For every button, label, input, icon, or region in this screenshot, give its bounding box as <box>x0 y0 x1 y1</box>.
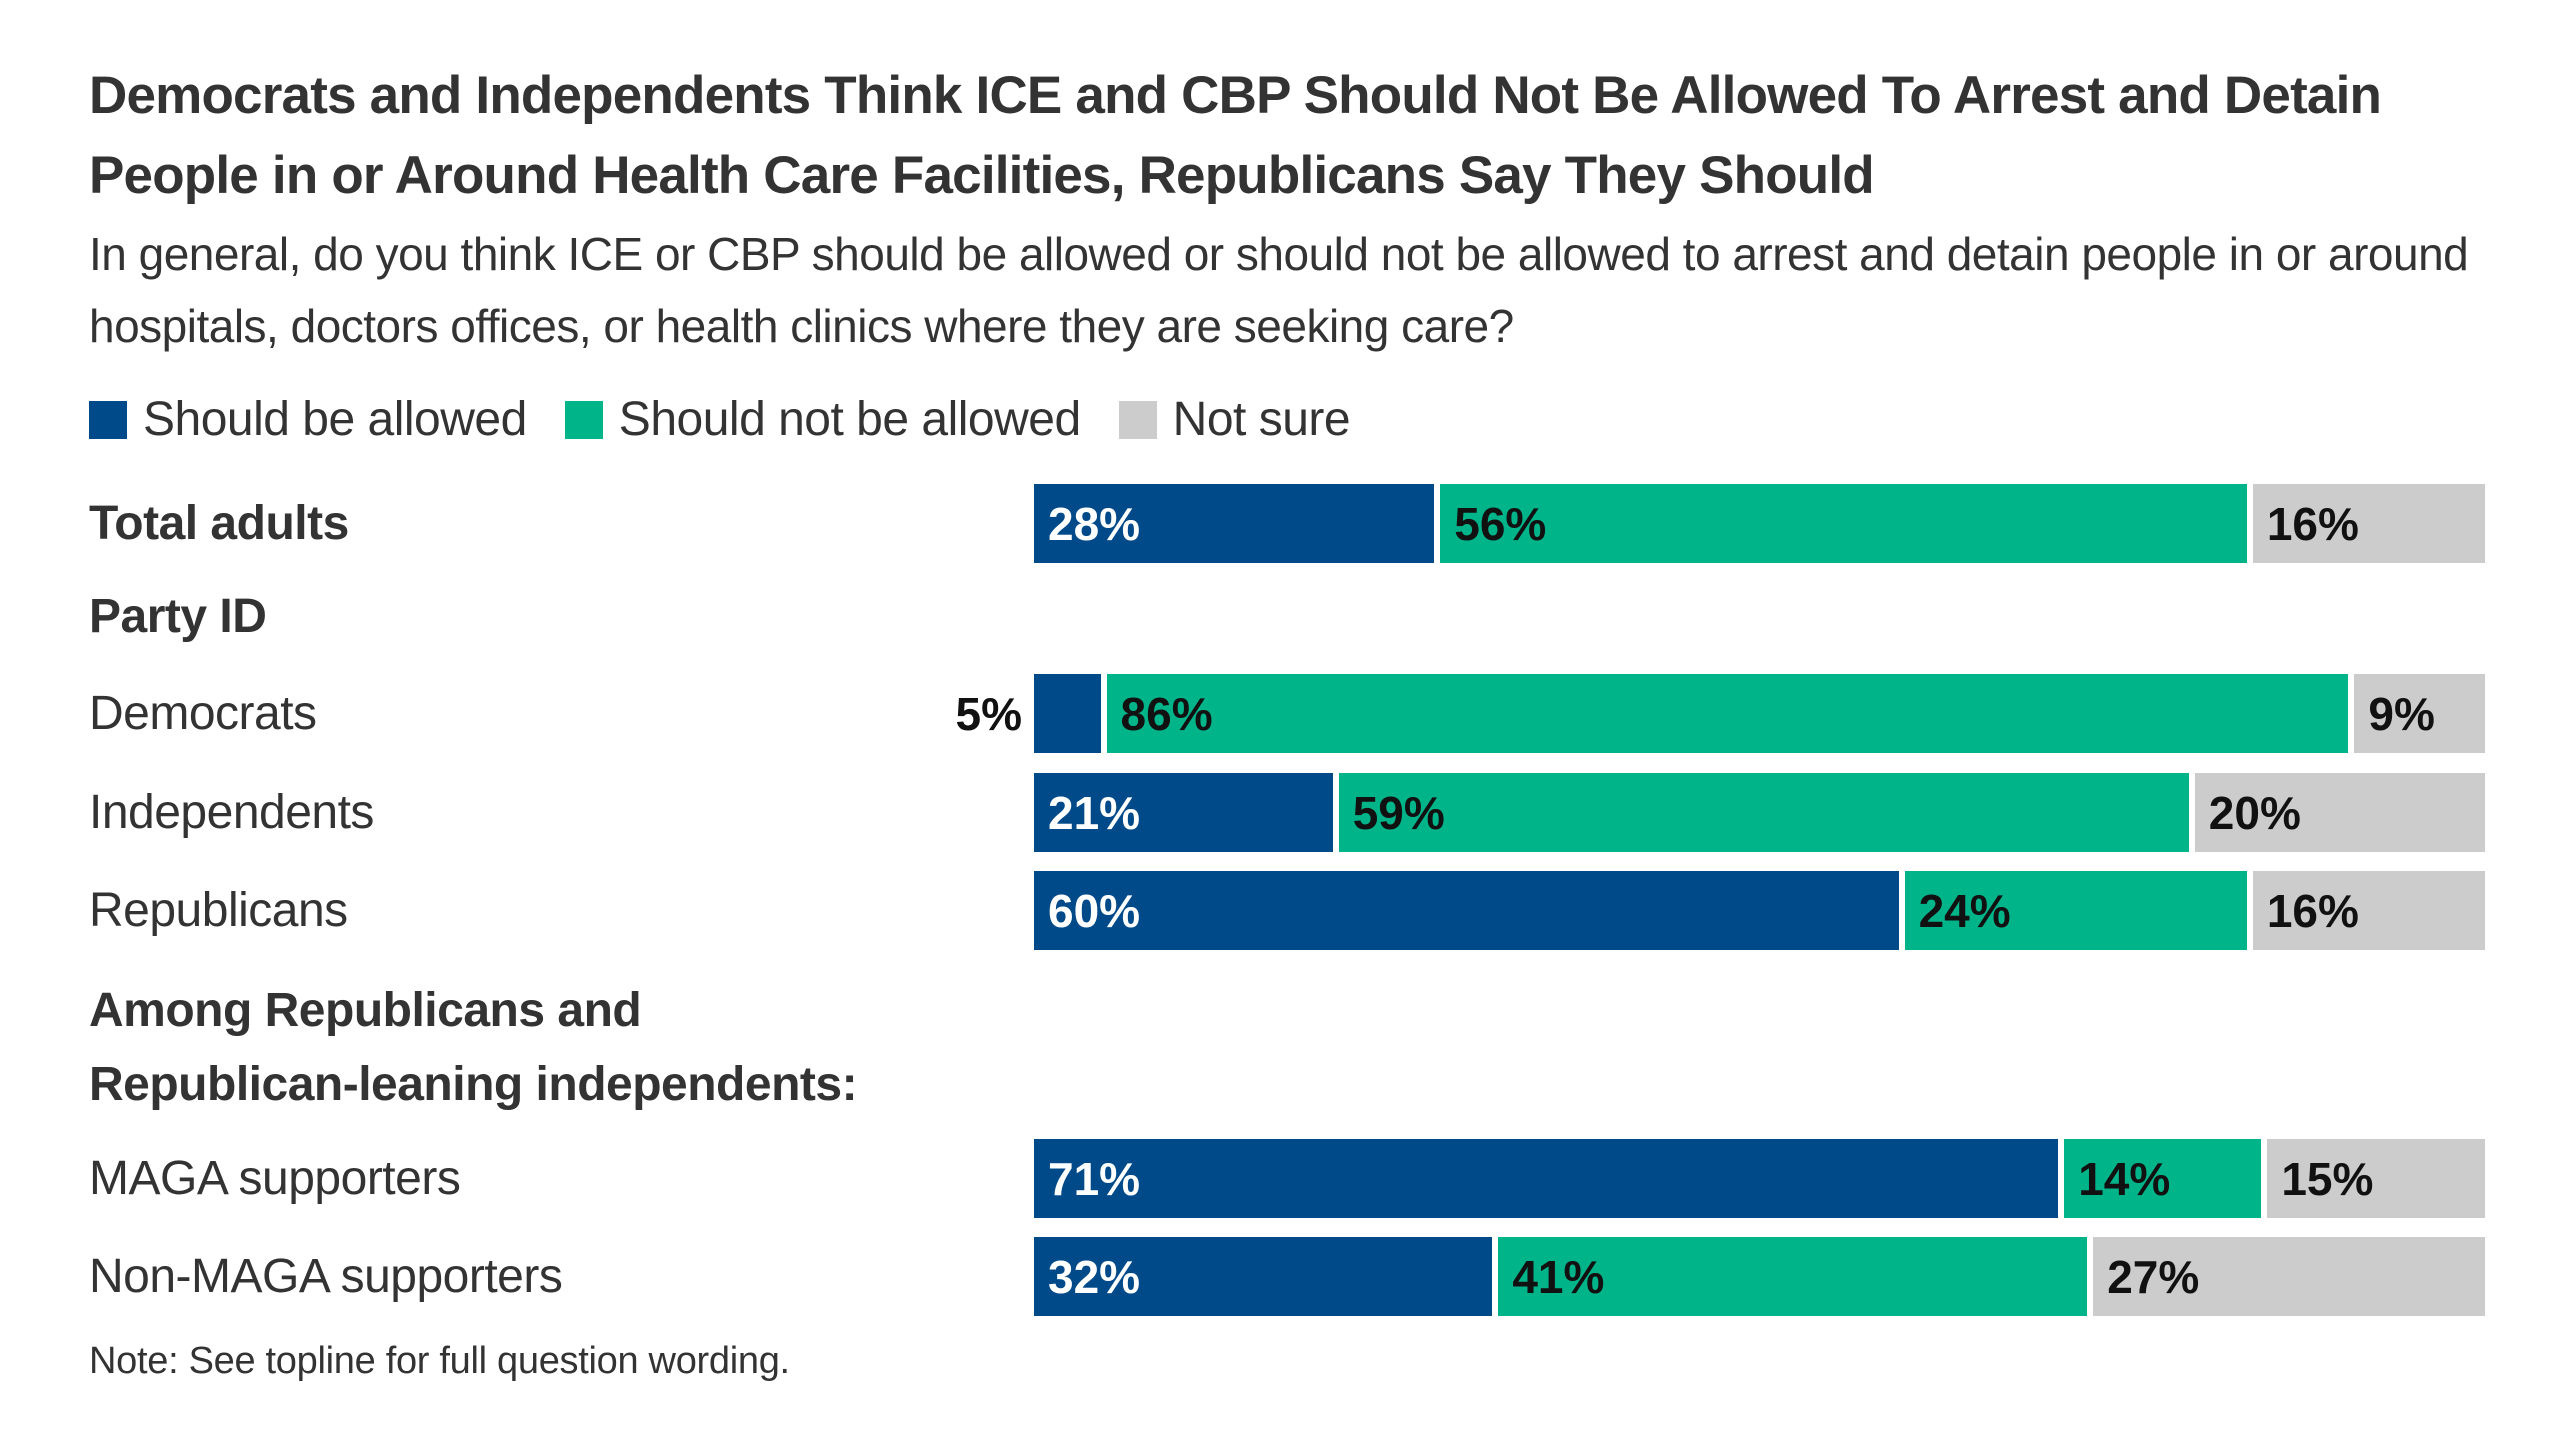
data-label: 59% <box>1352 786 1445 839</box>
bar-segment: 5% <box>956 674 1101 753</box>
data-label: 16% <box>2266 497 2359 550</box>
row-label: Non-MAGA supporters <box>89 1250 563 1303</box>
data-label: 5% <box>955 687 1022 740</box>
legend-swatch <box>564 400 603 439</box>
bar-segment: 14% <box>2064 1139 2262 1218</box>
bar-segment: 60% <box>1034 871 1899 950</box>
group-header: Party ID <box>89 590 267 643</box>
legend-item: Should be allowed <box>89 392 527 447</box>
bar-segment: 9% <box>2354 674 2485 753</box>
data-label: 24% <box>1918 884 2011 937</box>
row-label: MAGA supporters <box>89 1152 461 1205</box>
chart-title: Democrats and Independents Think ICE and… <box>89 66 2382 205</box>
data-label: 60% <box>1048 884 1141 937</box>
legend-label: Should not be allowed <box>618 393 1081 446</box>
data-label: 16% <box>2266 884 2359 937</box>
bar-segment: 59% <box>1338 773 2189 852</box>
bar-segment: 32% <box>1034 1237 1493 1316</box>
chart-note: Note: See topline for full question word… <box>89 1340 790 1382</box>
bar-segment: 21% <box>1034 773 1333 852</box>
legend-swatch <box>1118 400 1157 439</box>
chart-subtitle: In general, do you think ICE or CBP shou… <box>89 228 2469 352</box>
data-label: 71% <box>1048 1152 1141 1205</box>
bar-segment: 28% <box>1034 484 1435 563</box>
data-label: 86% <box>1120 687 1213 740</box>
legend-item: Should not be allowed <box>564 392 1081 447</box>
legend: Should be allowed Should not be allowed No… <box>89 392 1388 447</box>
bar-segment: 24% <box>1904 871 2247 950</box>
row-label: Independents <box>89 786 374 839</box>
data-label: 20% <box>2208 786 2301 839</box>
row-label: Total adults <box>89 497 349 550</box>
row-label: Democrats <box>89 687 317 740</box>
data-label: 21% <box>1048 786 1141 839</box>
data-label: 9% <box>2368 687 2435 740</box>
legend-label: Should be allowed <box>143 393 527 446</box>
data-label: 32% <box>1048 1250 1141 1303</box>
row-label: Republicans <box>89 884 348 937</box>
bar-segment: 56% <box>1440 484 2247 563</box>
bar-segment: 86% <box>1106 674 2349 753</box>
bar-segment: 16% <box>2252 871 2485 950</box>
group-header: Among Republicans and Republican-leaning… <box>89 984 858 1111</box>
data-label: 56% <box>1454 497 1547 550</box>
data-label: 28% <box>1048 497 1141 550</box>
bar-segment: 71% <box>1034 1139 2059 1218</box>
legend-label: Not sure <box>1172 393 1351 446</box>
bar-segment: 27% <box>2093 1237 2485 1316</box>
data-label: 14% <box>2078 1152 2171 1205</box>
legend-item: Not sure <box>1118 392 1351 447</box>
data-label: 41% <box>1512 1250 1605 1303</box>
legend-swatch <box>89 400 127 439</box>
bar-segment: 41% <box>1498 1237 2088 1316</box>
bar-segment: 16% <box>2252 484 2485 563</box>
data-label: 15% <box>2281 1152 2374 1205</box>
bar-segment: 15% <box>2267 1139 2485 1218</box>
bar-segment: 20% <box>2194 773 2485 852</box>
data-label: 27% <box>2107 1250 2200 1303</box>
